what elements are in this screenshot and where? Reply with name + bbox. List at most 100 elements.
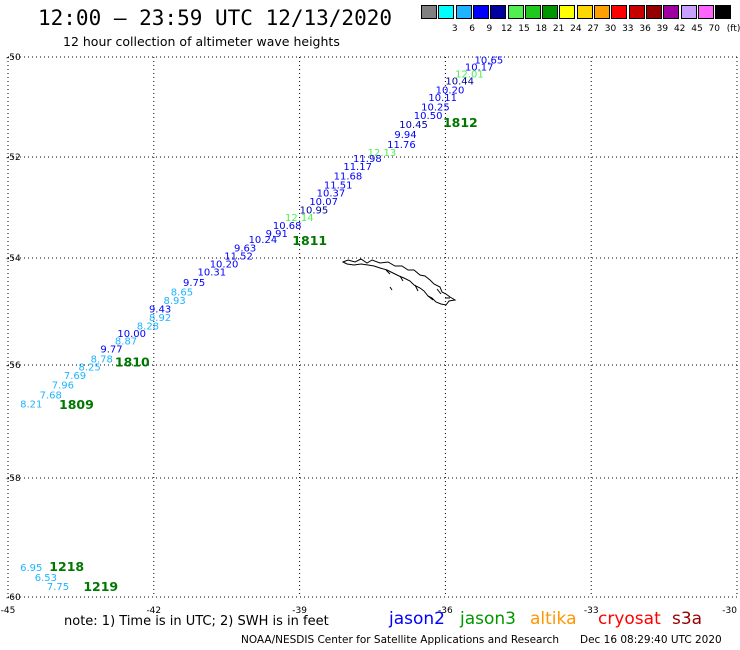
satellite-name-jason3: jason3	[460, 609, 516, 629]
lat-tick-label: -56	[6, 361, 21, 371]
legend-swatch	[611, 5, 628, 19]
wave-height-label: 10.20	[210, 260, 239, 271]
legend-swatch	[472, 5, 489, 19]
wave-height-label: 11.68	[334, 172, 363, 183]
legend-swatch	[628, 5, 645, 19]
lat-tick-label: -60	[6, 593, 21, 603]
legend-swatch	[645, 5, 662, 19]
legend-swatch	[594, 5, 610, 19]
legend-label: 70	[708, 24, 721, 34]
wave-height-readings: 10.6510.1712.0110.4410.2010.1110.2510.50…	[20, 56, 503, 593]
legend-swatch	[524, 5, 541, 19]
south-georgia-coastline	[341, 258, 457, 306]
wave-height-label: 8.25	[78, 363, 100, 374]
wave-height-label: 9.77	[100, 345, 122, 356]
legend-label: 15	[518, 24, 530, 34]
wave-height-label: 10.65	[475, 56, 504, 67]
wave-height-label: 10.50	[414, 111, 443, 122]
legend-swatch	[421, 5, 437, 19]
satellite-name-altika: altika	[530, 609, 577, 629]
wave-height-label: 8.93	[164, 296, 186, 307]
legend-label: 42	[673, 24, 686, 34]
pass-number-label: 1809	[59, 397, 94, 412]
legend-label: 45	[691, 24, 703, 34]
legend-swatch	[559, 5, 576, 19]
wave-height-label: 8.78	[91, 354, 113, 365]
axis-labels: -50 -52 -54 -56 -58 -60 -45 -42 -39 -36 -33 -30	[1, 53, 738, 616]
wave-height-label: 6.53	[35, 573, 57, 584]
lon-tick-label: -45	[1, 606, 16, 616]
wave-height-label: 8.92	[149, 313, 171, 324]
wave-height-label: 12.01	[455, 70, 484, 81]
wave-height-label: 9.75	[183, 278, 205, 289]
wave-height-label: 10.31	[198, 268, 227, 279]
island-outline	[341, 258, 457, 306]
pass-number-label: 1219	[83, 579, 118, 594]
lat-tick-label: -54	[6, 254, 21, 264]
wave-height-label: 10.37	[317, 188, 346, 199]
legend-swatch	[438, 5, 455, 19]
wave-height-label: 10.45	[399, 120, 428, 131]
legend-label: 6	[469, 24, 475, 34]
satellite-name-s3a: s3a	[672, 609, 703, 629]
wave-height-label: 8.65	[171, 287, 193, 298]
wave-height-label: 9.43	[149, 305, 171, 316]
wave-height-label: 9.94	[394, 130, 416, 141]
island-inlets	[385, 269, 450, 301]
wave-height-label: 12.14	[285, 213, 314, 224]
wave-height-label: 9.91	[266, 229, 288, 240]
wave-height-label: 6.95	[20, 563, 42, 574]
wave-height-label: 11.51	[324, 180, 353, 191]
lat-tick-label: -50	[6, 53, 21, 63]
legend-unit: (ft)	[726, 24, 740, 34]
wave-height-label: 10.95	[300, 206, 329, 217]
legend-label: 39	[656, 24, 669, 34]
legend-swatch	[490, 5, 507, 19]
lon-tick-label: -30	[722, 606, 737, 616]
wave-height-label: 9.63	[234, 243, 256, 254]
wave-height-label: 11.76	[387, 140, 416, 151]
wave-height-label: 10.25	[421, 103, 450, 114]
map-subtitle: 12 hour collection of altimeter wave hei…	[63, 34, 340, 49]
legend-label: 12	[500, 24, 513, 34]
legend-swatch	[576, 5, 593, 19]
wave-height-label: 10.00	[117, 329, 146, 340]
pass-number-label: 1812	[443, 115, 478, 130]
wave-height-label: 10.24	[249, 235, 278, 246]
lat-tick-label: -58	[6, 474, 21, 484]
legend-label: 27	[587, 24, 599, 34]
wave-height-label: 12.13	[368, 148, 397, 159]
legend-label: 21	[552, 24, 565, 34]
wave-height-label: 11.98	[353, 154, 382, 165]
legend-swatch	[697, 5, 714, 19]
wave-height-label: 8.21	[20, 399, 42, 410]
legend-label: 3	[451, 24, 458, 34]
wave-height-label: 8.87	[115, 337, 137, 348]
legend-label: 33	[622, 24, 634, 34]
wave-height-label: 10.20	[436, 86, 465, 97]
legend-label: 36	[639, 24, 651, 34]
legend-label: 9	[486, 24, 493, 34]
legend-swatch	[663, 5, 680, 19]
pass-number-label: 1811	[292, 233, 327, 248]
legend-swatch	[680, 5, 697, 19]
wave-height-label: 11.17	[343, 162, 372, 173]
wave-height-label: 7.75	[47, 582, 69, 593]
lon-tick-label: -42	[146, 606, 161, 616]
wave-height-label: 10.68	[273, 221, 302, 232]
wave-height-label: 8.28	[137, 322, 159, 333]
wave-height-label: 10.44	[445, 77, 474, 88]
legend-label: 24	[570, 24, 582, 34]
map-title: 12:00 — 23:59 UTC 12/13/2020	[38, 6, 393, 30]
pass-labels: 1812 1811 1810 1809 1218 1219	[49, 115, 477, 594]
legend-label: 18	[535, 24, 548, 34]
credit-line: NOAA/NESDIS Center for Satellite Applica…	[241, 634, 559, 646]
satellite-name-cryosat: cryosat	[598, 609, 661, 629]
lat-lon-grid	[7, 56, 738, 598]
wave-height-label: 7.69	[64, 371, 86, 382]
generated-timestamp: Dec 16 08:29:40 UTC 2020	[580, 634, 722, 646]
legend-swatch	[455, 5, 472, 19]
pass-number-label: 1218	[49, 559, 84, 574]
wave-height-label: 10.17	[465, 63, 494, 74]
